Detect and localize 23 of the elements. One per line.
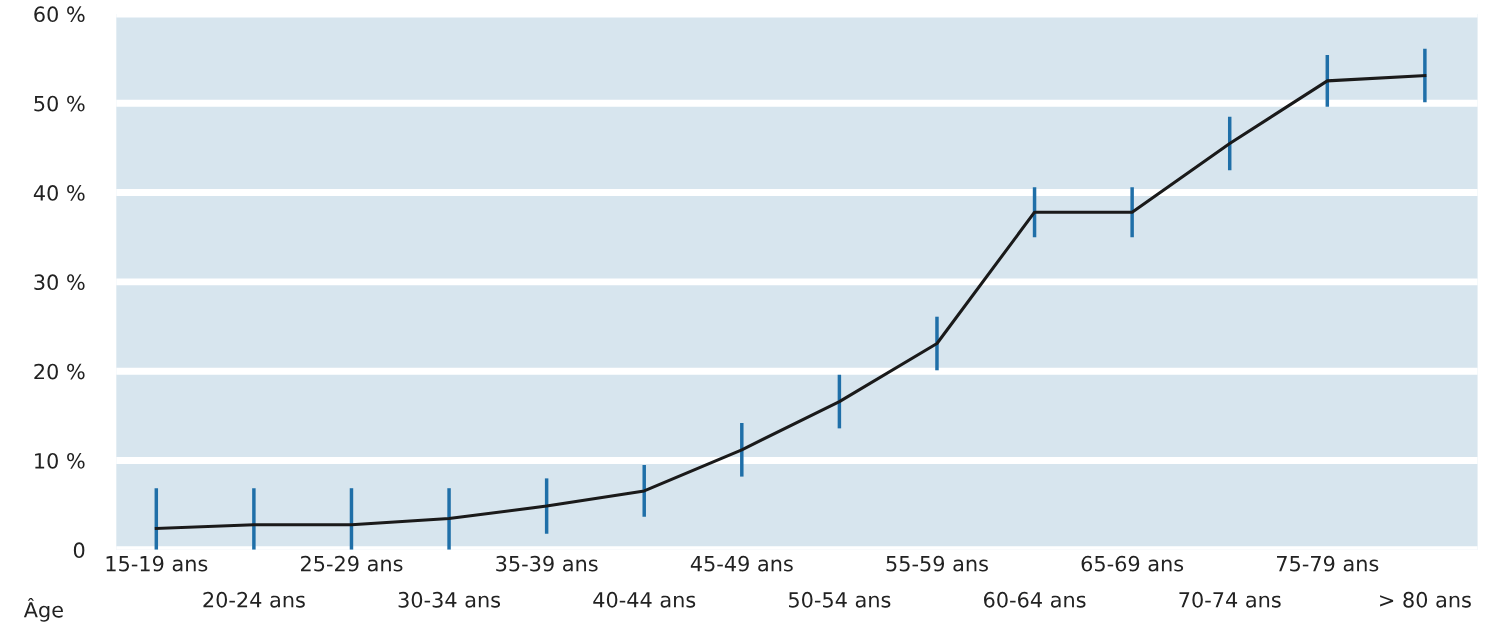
- x-tick-label: 25-29 ans: [301, 555, 403, 572]
- x-tick-label: 35-39 ans: [496, 555, 598, 572]
- x-tick-label: 20-24 ans: [203, 591, 305, 608]
- y-tick-label: 40 %: [33, 185, 85, 201]
- x-tick-label: 40-44 ans: [593, 591, 696, 608]
- x-tick-label: > 80 ans: [1380, 591, 1471, 608]
- x-tick-label: 45-49 ans: [690, 555, 793, 572]
- y-tick-label: 0: [73, 542, 85, 559]
- x-tick-label: 50-54 ans: [789, 591, 891, 608]
- y-tick-label: 20 %: [34, 363, 85, 380]
- x-tick-label: 75-79 ans: [1277, 555, 1379, 572]
- x-tick-label: 15-19 ans: [106, 555, 208, 572]
- y-tick-label: 30 %: [34, 274, 85, 291]
- x-tick-label: 70-74 ans: [1179, 591, 1281, 608]
- x-tick-label: 65-69 ans: [1081, 555, 1184, 572]
- y-tick-label: 60 %: [34, 6, 85, 23]
- x-axis-title: Âge: [23, 598, 63, 622]
- line-series: [154, 74, 1427, 530]
- x-tick-label: 60-64 ans: [984, 591, 1086, 608]
- x-tick-label: 30-34 ans: [398, 591, 501, 608]
- x-tick-label: 55-59 ans: [886, 555, 988, 572]
- y-tick-label: 50 %: [34, 95, 85, 112]
- y-tick-label: 10 %: [35, 452, 85, 469]
